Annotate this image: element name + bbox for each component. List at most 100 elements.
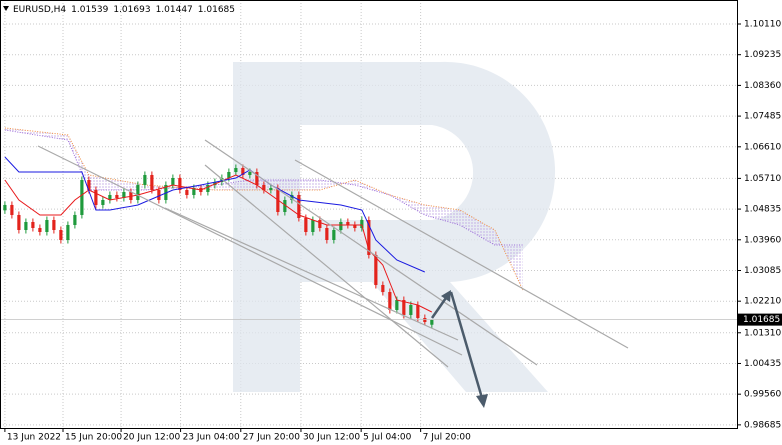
candle-body [241,168,245,175]
candle-body [206,184,210,192]
candle-body [31,222,35,228]
plot-frame [0,0,738,429]
header: EURUSD,H4 1.01539 1.01693 1.01447 1.01685 [3,5,235,15]
candle-body [304,218,308,232]
high: 1.01693 [113,5,150,15]
candle-body [262,184,266,190]
y-tick-label: 1.03085 [744,266,781,276]
open: 1.01539 [71,5,108,15]
candle-body [73,214,77,225]
trend-line [164,207,459,341]
y-tick-label: 1.01310 [744,328,781,338]
candle-body [3,204,7,211]
candle-body [297,194,301,218]
candle-body [395,300,399,310]
close: 1.01685 [198,5,235,15]
candle-body [185,190,189,195]
x-tick-label: 27 Jun 20:00 [243,433,300,443]
trend-lines [37,139,629,368]
candle-body [360,220,364,228]
candle-body [227,172,231,178]
candle-body [346,222,350,225]
candle-body [409,304,413,315]
candle-body [255,172,259,185]
y-tick-label: 1.07485 [744,112,781,122]
candle-body [220,178,224,182]
x-tick-label: 23 Jun 04:00 [183,433,240,443]
plot-area [0,127,737,328]
x-tick-label: 15 Jun 20:00 [65,433,122,443]
arrow-head [441,290,451,302]
candle-body [59,230,63,240]
candle-body [332,230,336,240]
candle-body [311,220,315,232]
candle-body [367,220,371,255]
candle-body [283,200,287,212]
watermark-logo [233,61,556,392]
y-tick-label: 1.00435 [744,359,781,369]
x-tick-label: 5 Jul 04:00 [363,433,412,443]
y-tick-label: 1.06610 [744,142,781,152]
y-tick-label: 1.04835 [744,205,781,215]
candle-body [388,292,392,310]
candle-body [94,190,98,205]
candle-body [325,228,329,240]
candle-body [45,220,49,232]
candle-body [101,200,105,205]
candle-body [234,168,238,172]
candle-body [269,188,273,190]
candle-body [353,224,357,228]
candle-body [171,178,175,185]
candle-body [402,300,406,315]
x-tick-label: 20 Jun 12:00 [123,433,180,443]
price-label-box [738,313,782,326]
candle-body [192,188,196,195]
trend-line [204,139,538,366]
candle-body [157,190,161,200]
x-tick-label: 30 Jun 12:00 [303,433,360,443]
candle-body [318,220,322,228]
x-tick-label: 7 Jul 20:00 [423,433,472,443]
trend-line [294,159,629,349]
candle-body [17,214,21,230]
cloud-span-a [4,127,524,291]
y-tick-label: 0.99560 [744,390,781,400]
candle-body [381,284,385,292]
y-tick-label: 1.02210 [744,297,781,307]
arrow-head [476,394,488,408]
candle-body [136,184,140,200]
cloud-area [4,128,523,290]
candle-body [143,174,147,185]
y-tick-label: 1.05710 [744,174,781,184]
candle-body [122,192,126,198]
y-tick-label: 1.10110 [744,20,781,30]
candle-body [374,254,378,285]
arrow-down [449,291,484,399]
x-tick-label: 13 Jun 2022 [7,433,61,443]
header-text: EURUSD,H4 1.01539 1.01693 1.01447 1.01685 [13,5,235,15]
candle-body [115,194,119,198]
y-tick-label: 1.03960 [744,235,781,245]
candle-body [66,224,70,240]
candle-body [10,204,14,215]
y-tick-label: 1.08360 [744,81,781,91]
candle-body [80,180,84,215]
forecast-arrows [430,290,488,408]
candle-body [108,194,112,200]
candle-body [430,319,434,325]
candle-body [416,304,420,318]
y-tick-label: 1.09235 [744,50,781,60]
candle-body [150,174,154,190]
trend-line [204,164,449,368]
candle-body [290,194,294,200]
low: 1.01447 [156,5,193,15]
candle-body [87,180,91,190]
menu-triangle[interactable] [3,6,9,11]
candle-body [24,222,28,230]
indicator-line [4,156,425,273]
candle-body [339,222,343,230]
price-label: 1.01685 [743,315,780,325]
candle-body [38,228,42,232]
candle-body [52,220,56,230]
